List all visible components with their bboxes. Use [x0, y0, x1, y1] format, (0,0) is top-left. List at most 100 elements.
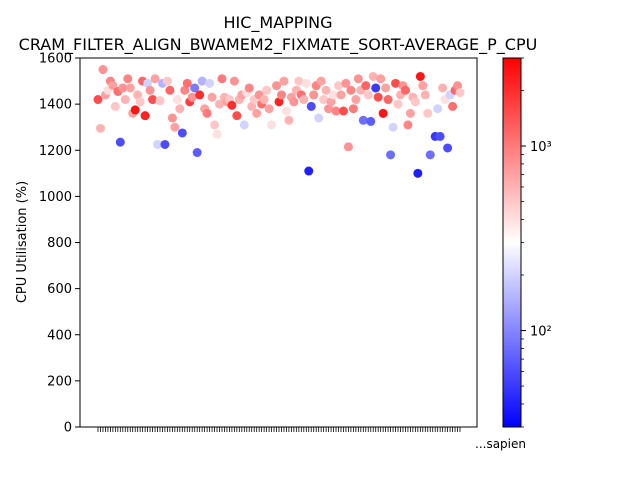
- data-point: [130, 105, 140, 115]
- data-point: [353, 74, 363, 84]
- data-point: [227, 100, 237, 110]
- data-point: [425, 150, 435, 160]
- data-point: [433, 104, 443, 114]
- data-point: [190, 83, 200, 93]
- data-point: [329, 90, 339, 100]
- data-point: [314, 113, 324, 123]
- data-point: [264, 104, 274, 114]
- y-tick-label: 1200: [39, 144, 72, 159]
- data-points: [93, 65, 465, 178]
- data-point: [269, 129, 279, 139]
- data-point: [212, 129, 222, 139]
- data-point: [423, 108, 433, 118]
- data-point: [400, 85, 410, 95]
- data-point: [368, 71, 378, 81]
- data-point: [110, 101, 120, 111]
- data-point: [115, 137, 125, 147]
- data-point: [331, 106, 341, 116]
- data-point: [309, 90, 319, 100]
- data-point: [160, 139, 170, 149]
- data-point: [316, 76, 326, 86]
- data-point: [95, 123, 105, 133]
- x-tick-label-last: ...sapien: [475, 437, 526, 451]
- data-point: [123, 74, 133, 84]
- y-ticks: 0 200 400 600 800 1000 1200 1400 1600: [39, 52, 80, 436]
- colorbar-tick-label: 10³: [530, 140, 552, 155]
- data-point: [192, 148, 202, 158]
- data-point: [272, 81, 282, 91]
- data-point: [338, 106, 348, 116]
- data-point: [145, 85, 155, 95]
- data-point: [276, 90, 286, 100]
- data-point: [217, 74, 227, 84]
- data-point: [279, 76, 289, 86]
- data-point: [336, 90, 346, 100]
- data-point: [383, 95, 393, 105]
- data-point: [274, 97, 284, 107]
- data-point: [358, 115, 368, 125]
- data-point: [202, 108, 212, 118]
- x-ticks: [97, 427, 461, 432]
- data-point: [195, 90, 205, 100]
- data-point: [438, 83, 448, 93]
- data-point: [443, 143, 453, 153]
- data-point: [324, 104, 334, 114]
- data-point: [197, 76, 207, 86]
- data-point: [420, 90, 430, 100]
- data-point: [153, 139, 163, 149]
- data-point: [299, 95, 309, 105]
- data-point: [140, 111, 150, 121]
- data-point: [304, 166, 314, 176]
- data-point: [326, 97, 336, 107]
- y-tick-label: 800: [47, 236, 72, 251]
- data-point: [373, 92, 383, 102]
- data-point: [98, 65, 108, 75]
- y-axis-label: CPU Utilisation (%): [15, 181, 30, 303]
- data-point: [207, 92, 217, 102]
- data-point: [118, 83, 128, 93]
- y-tick-label: 600: [47, 282, 72, 297]
- data-point: [366, 116, 376, 126]
- chart-title: HIC_MAPPING: [223, 13, 332, 33]
- data-point: [413, 168, 423, 178]
- data-point: [150, 74, 160, 84]
- y-tick-label: 400: [47, 328, 72, 343]
- data-point: [177, 128, 187, 138]
- data-point: [363, 90, 373, 100]
- data-point: [93, 95, 103, 105]
- data-point: [391, 78, 401, 88]
- data-point: [155, 96, 165, 106]
- data-point: [393, 99, 403, 109]
- data-point: [167, 113, 177, 123]
- data-point: [120, 95, 130, 105]
- data-point: [262, 85, 272, 95]
- data-point: [172, 95, 182, 105]
- data-point: [205, 78, 215, 88]
- data-point: [418, 81, 428, 91]
- data-point: [244, 83, 254, 93]
- data-point: [301, 78, 311, 88]
- data-point: [214, 99, 224, 109]
- data-point: [376, 74, 386, 84]
- data-point: [187, 92, 197, 102]
- data-point: [448, 101, 458, 111]
- data-point: [334, 81, 344, 91]
- colorbar-ticks: 10² 10³: [521, 57, 552, 428]
- data-point: [267, 120, 277, 130]
- data-point: [143, 78, 153, 88]
- y-tick-label: 1600: [39, 52, 72, 67]
- data-point: [170, 122, 180, 132]
- data-point: [403, 120, 413, 130]
- data-point: [259, 95, 269, 105]
- data-point: [348, 104, 358, 114]
- chart-subtitle: CRAM_FILTER_ALIGN_BWAMEM2_FIXMATE_SORT-A…: [19, 35, 538, 55]
- data-point: [135, 97, 145, 107]
- data-point: [232, 111, 242, 121]
- data-point: [180, 85, 190, 95]
- data-point: [175, 104, 185, 114]
- data-point: [378, 108, 388, 118]
- data-point: [346, 85, 356, 95]
- data-point: [229, 76, 239, 86]
- y-tick-label: 1400: [39, 98, 72, 113]
